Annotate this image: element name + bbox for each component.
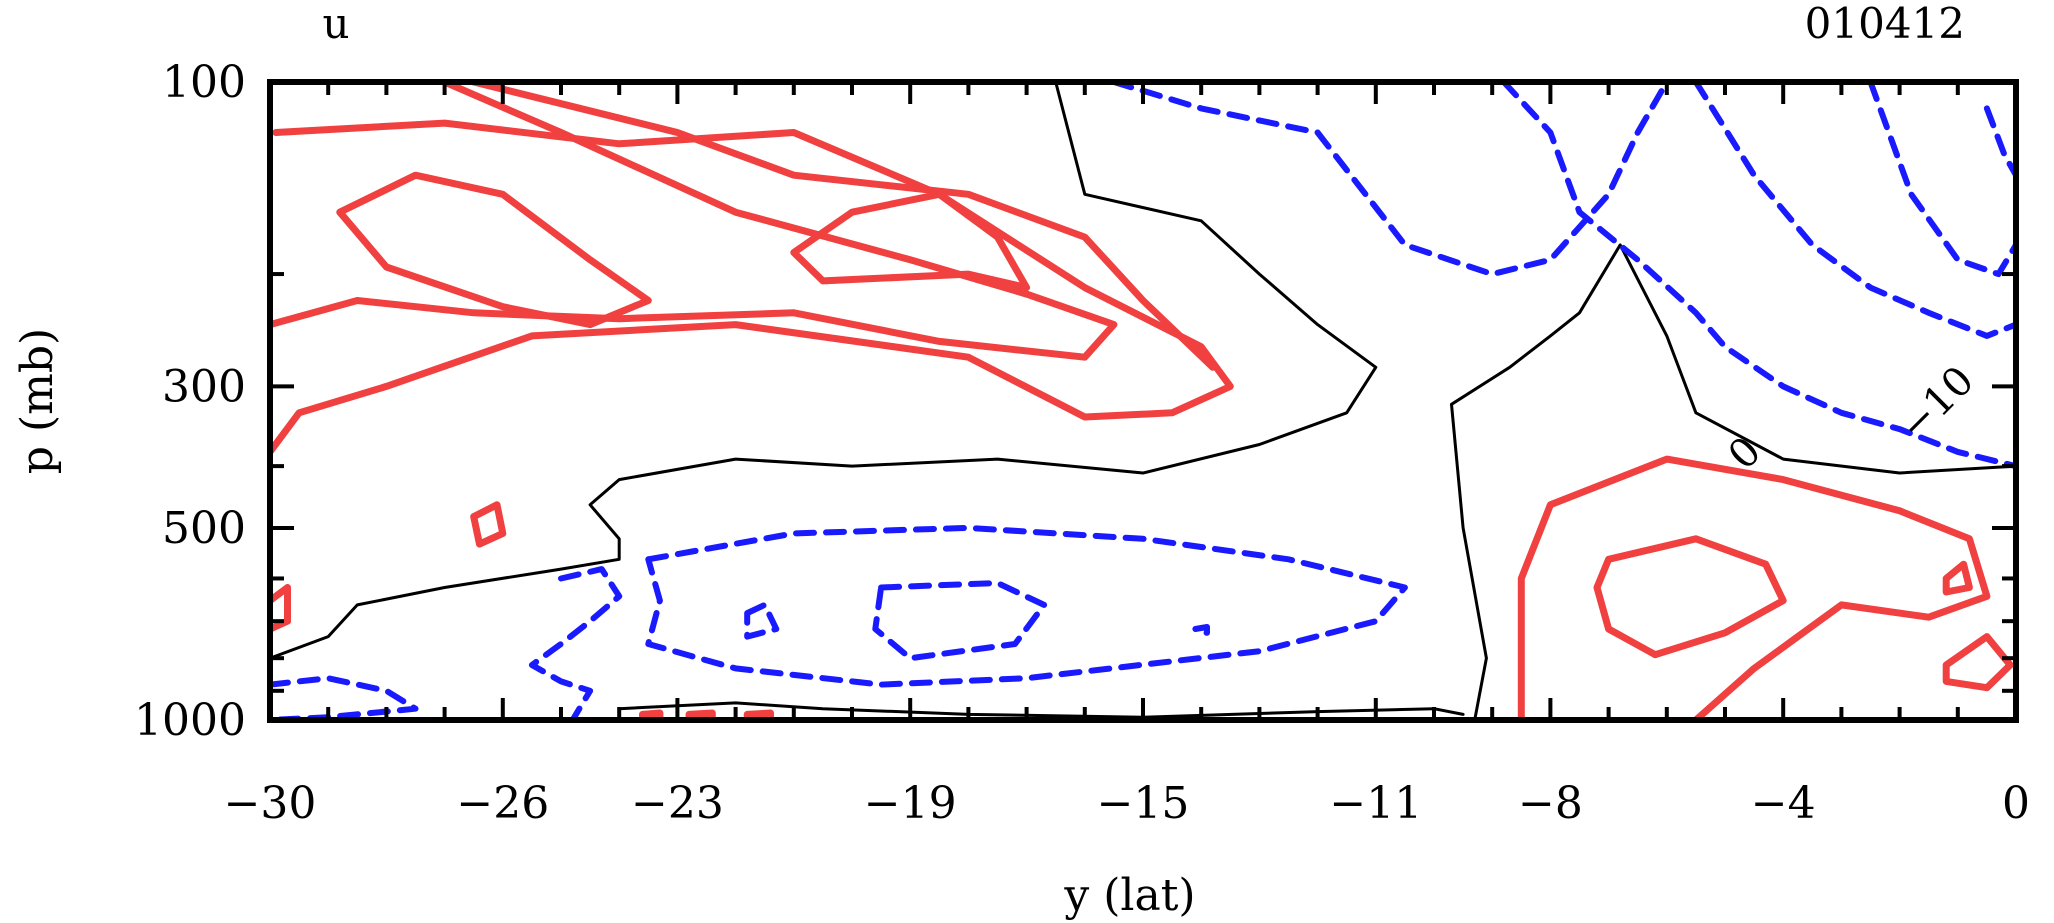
- contour-line-positive: [270, 584, 291, 633]
- contour-line-positive: [470, 82, 1217, 371]
- contour-line-positive: [1942, 560, 1973, 596]
- plot-frame: [267, 79, 2019, 723]
- contour-line-negative: [528, 566, 623, 720]
- contour-line-positive: [639, 709, 664, 720]
- contour-line-negative: [1983, 105, 2016, 179]
- x-tick-label: −11: [1329, 778, 1422, 829]
- x-axis-label: y (lat): [1063, 870, 1195, 921]
- contour-line-zero: [1450, 243, 2016, 720]
- contour-value-label: −10: [1891, 358, 1983, 450]
- x-tick-label: −4: [1751, 778, 1816, 829]
- contour-line-positive: [1517, 455, 1991, 720]
- y-tick-label: 1000: [134, 695, 246, 746]
- x-tick-label: −19: [864, 778, 957, 829]
- contour-line-zero: [617, 701, 1465, 719]
- contour-line-negative: [645, 524, 1408, 688]
- contour-line-negative: [270, 675, 419, 720]
- contour-line-negative: [1192, 624, 1210, 636]
- contour-lines: [270, 82, 2016, 720]
- contour-line-negative: [744, 601, 780, 640]
- contour-line-negative: [1692, 82, 2016, 339]
- x-tick-label: −23: [631, 778, 724, 829]
- contour-line-negative: [1110, 82, 1670, 278]
- y-axis-label: p (mb): [12, 328, 63, 474]
- x-tick-label: −26: [456, 778, 549, 829]
- y-tick-label: 300: [162, 361, 246, 412]
- axis-ticks: [268, 80, 2018, 722]
- y-tick-label: 500: [162, 503, 246, 554]
- date-code-label: 010412: [1805, 0, 1965, 48]
- axis-tick-labels: −30 −26 −23 −19 −15 −11 −8 −4 0 100 300 500 1000: [134, 57, 2030, 829]
- contour-line-positive: [790, 190, 1031, 292]
- contour-line-positive: [1942, 633, 2014, 692]
- y-tick-label: 100: [162, 57, 246, 108]
- contour-line-positive: [270, 82, 1118, 361]
- contour-line-positive: [270, 119, 1234, 456]
- contour-line-negative: [1500, 82, 2016, 470]
- x-tick-label: −30: [224, 778, 317, 829]
- contour-line-positive: [743, 709, 774, 720]
- contour-line-negative: [872, 580, 1048, 662]
- contour-line-zero: [270, 82, 1378, 660]
- contour-line-positive: [1593, 535, 1787, 659]
- variable-label: u: [322, 0, 349, 48]
- x-tick-label: 0: [2002, 778, 2030, 829]
- x-tick-label: −15: [1097, 778, 1190, 829]
- contour-line-positive: [685, 709, 716, 720]
- contour-line-positive: [336, 171, 652, 329]
- x-tick-label: −8: [1518, 778, 1583, 829]
- plot-clip-group: [270, 82, 2016, 720]
- contour-line-positive: [470, 501, 507, 548]
- contour-line-negative: [1867, 82, 2016, 278]
